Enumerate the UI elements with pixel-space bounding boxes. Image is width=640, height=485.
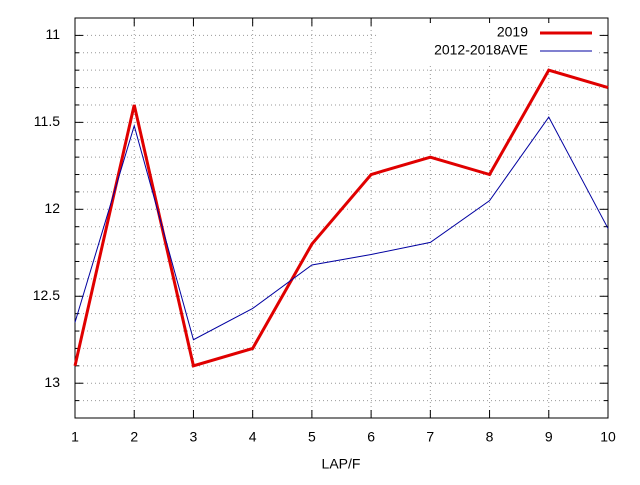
legend-label: 2012-2018AVE bbox=[434, 42, 528, 58]
x-tick-label: 10 bbox=[600, 429, 616, 445]
y-tick-label: 13 bbox=[44, 374, 60, 390]
x-tick-label: 8 bbox=[486, 429, 494, 445]
y-tick-label: 11.5 bbox=[34, 113, 60, 129]
x-tick-label: 2 bbox=[130, 429, 138, 445]
x-tick-label: 3 bbox=[190, 429, 198, 445]
plot-border bbox=[74, 17, 609, 419]
series-line bbox=[73, 68, 609, 368]
legend-label: 2019 bbox=[497, 24, 528, 40]
y-tick-label: 12.5 bbox=[33, 287, 60, 303]
series-line bbox=[74, 116, 609, 341]
x-tick-label: 1 bbox=[71, 429, 79, 445]
x-tick-label: 4 bbox=[249, 429, 257, 445]
x-tick-label: 5 bbox=[308, 429, 316, 445]
x-axis-label: LAP/F bbox=[322, 456, 361, 472]
legend-bg bbox=[378, 23, 598, 65]
y-tick-label: 12 bbox=[44, 200, 60, 216]
x-tick-label: 7 bbox=[426, 429, 434, 445]
x-tick-label: 9 bbox=[545, 429, 553, 445]
y-tick-label: 11 bbox=[45, 26, 60, 42]
x-tick-label: 6 bbox=[367, 429, 375, 445]
